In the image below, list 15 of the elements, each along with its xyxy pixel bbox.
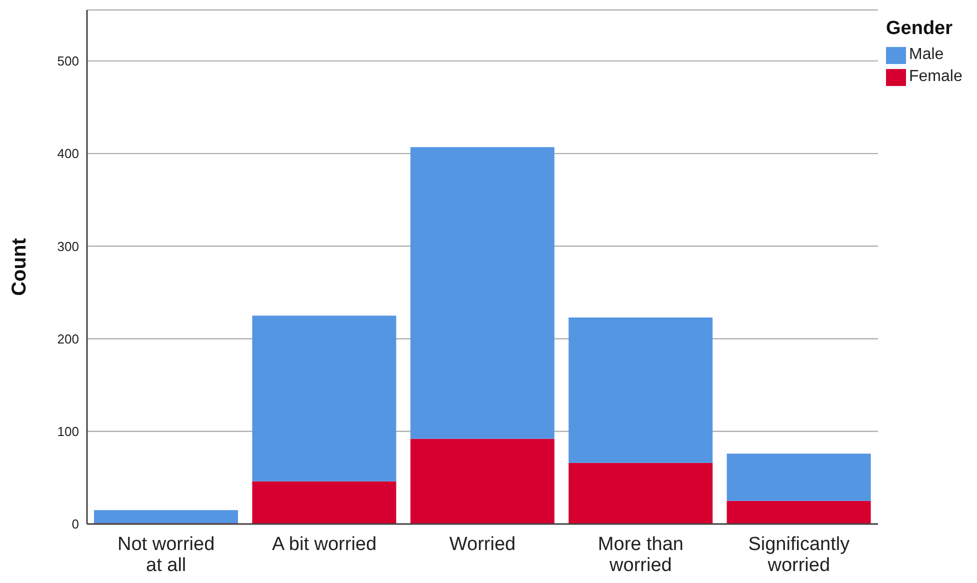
x-tick-label: Not worried at all xyxy=(118,534,215,576)
x-tick-label: Worried xyxy=(449,534,516,555)
y-tick-label: 400 xyxy=(57,146,79,162)
x-tick-label: A bit worried xyxy=(272,534,377,555)
y-tick-label: 0 xyxy=(72,516,79,532)
legend-label: Female xyxy=(909,68,962,86)
y-tick-label: 500 xyxy=(57,54,79,69)
y-tick-label: 100 xyxy=(57,424,79,439)
x-tick-label: More than worried xyxy=(598,534,684,576)
legend-title: Gender xyxy=(886,18,954,40)
legend-label: Male xyxy=(909,46,944,64)
y-tick-label: 200 xyxy=(57,331,79,346)
y-tick-label: 300 xyxy=(57,238,79,254)
x-tick-label: Significantly worried xyxy=(748,534,850,576)
y-axis-title: Count xyxy=(8,238,32,296)
